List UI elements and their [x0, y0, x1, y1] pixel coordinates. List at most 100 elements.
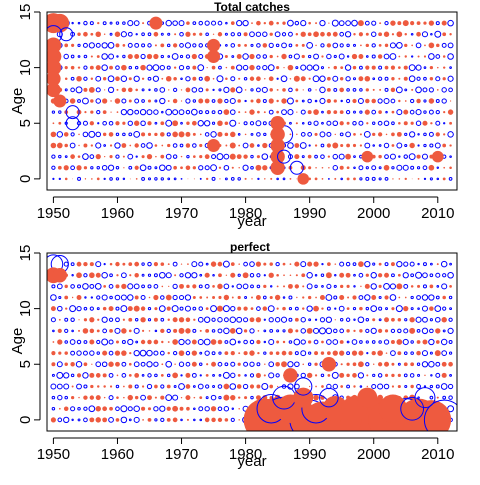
- negative-residual-bubble: [133, 327, 140, 334]
- positive-residual-bubble: [192, 32, 196, 36]
- positive-residual-bubble: [90, 144, 93, 147]
- positive-residual-bubble: [294, 261, 300, 267]
- negative-residual-bubble: [192, 328, 197, 333]
- positive-residual-bubble: [404, 100, 407, 102]
- negative-residual-bubble: [127, 294, 134, 301]
- negative-residual-bubble: [282, 177, 286, 181]
- negative-residual-bubble: [94, 283, 102, 290]
- negative-residual-bubble: [160, 384, 165, 389]
- negative-residual-bubble: [58, 154, 62, 159]
- negative-residual-bubble: [229, 97, 236, 105]
- positive-residual-bubble: [430, 122, 433, 125]
- negative-residual-bubble: [211, 176, 216, 181]
- positive-residual-bubble: [90, 32, 94, 36]
- positive-residual-bubble: [347, 296, 350, 299]
- positive-residual-bubble: [95, 406, 101, 412]
- negative-residual-bubble: [51, 154, 56, 159]
- negative-residual-bubble: [63, 261, 69, 267]
- positive-residual-bubble: [346, 166, 350, 170]
- negative-residual-bubble: [423, 177, 427, 181]
- positive-residual-bubble: [321, 307, 324, 310]
- positive-residual-bubble: [442, 77, 446, 81]
- x-axis-title: year: [237, 213, 266, 230]
- positive-residual-bubble: [320, 31, 325, 37]
- negative-residual-bubble: [435, 120, 441, 126]
- negative-residual-bubble: [153, 109, 159, 115]
- negative-residual-bubble: [359, 385, 363, 388]
- positive-residual-bubble: [122, 155, 125, 158]
- negative-residual-bubble: [289, 160, 304, 175]
- negative-residual-bubble: [180, 121, 183, 125]
- positive-residual-bubble: [64, 43, 69, 48]
- negative-residual-bubble: [59, 27, 74, 42]
- negative-residual-bubble: [307, 54, 312, 59]
- negative-residual-bubble: [230, 305, 236, 312]
- positive-residual-bubble: [147, 418, 152, 422]
- positive-residual-bubble: [302, 363, 305, 366]
- negative-residual-bubble: [390, 98, 396, 104]
- positive-residual-bubble: [243, 154, 248, 159]
- positive-residual-bubble: [268, 272, 274, 278]
- y-tick-label: 0: [17, 175, 34, 183]
- negative-residual-bubble: [339, 31, 345, 37]
- positive-residual-bubble: [249, 76, 255, 81]
- negative-residual-bubble: [147, 32, 152, 37]
- positive-residual-bubble: [327, 373, 331, 377]
- positive-residual-bubble: [50, 131, 57, 138]
- negative-residual-bubble: [243, 261, 248, 267]
- positive-residual-bubble: [287, 64, 294, 71]
- positive-residual-bubble: [142, 419, 144, 421]
- positive-residual-bubble: [384, 272, 389, 278]
- negative-residual-bubble: [391, 273, 395, 278]
- negative-residual-bubble: [422, 87, 428, 93]
- negative-residual-bubble: [235, 86, 243, 94]
- y-axis-title: Age: [9, 328, 26, 355]
- positive-residual-bubble: [58, 351, 62, 355]
- positive-residual-bubble: [109, 144, 113, 147]
- negative-residual-bubble: [402, 338, 409, 346]
- positive-residual-bubble: [435, 132, 440, 137]
- negative-residual-bubble: [402, 164, 409, 171]
- y-axis-title: Age: [9, 88, 26, 115]
- negative-residual-bubble: [333, 295, 338, 300]
- positive-residual-bubble: [289, 77, 292, 80]
- negative-residual-bubble: [332, 42, 339, 49]
- positive-residual-bubble: [109, 262, 113, 266]
- positive-residual-bubble: [287, 328, 293, 334]
- negative-residual-bubble: [396, 142, 403, 149]
- positive-residual-bubble: [315, 167, 317, 169]
- positive-residual-bubble: [154, 384, 158, 389]
- negative-residual-bubble: [95, 361, 102, 368]
- negative-residual-bubble: [141, 262, 145, 266]
- negative-residual-bubble: [199, 177, 202, 180]
- positive-residual-bubble: [238, 111, 241, 114]
- negative-residual-bubble: [203, 316, 211, 323]
- positive-residual-bubble: [334, 133, 336, 136]
- negative-residual-bubble: [121, 98, 127, 104]
- negative-residual-bubble: [417, 262, 420, 266]
- positive-residual-bubble: [185, 384, 191, 389]
- negative-residual-bubble: [108, 350, 114, 356]
- negative-residual-bubble: [268, 338, 275, 346]
- positive-residual-bubble: [71, 396, 75, 400]
- positive-residual-bubble: [89, 328, 95, 334]
- negative-residual-bubble: [294, 377, 313, 396]
- positive-residual-bubble: [300, 76, 306, 82]
- negative-residual-bubble: [147, 76, 152, 81]
- negative-residual-bubble: [353, 285, 356, 288]
- negative-residual-bubble: [409, 261, 415, 267]
- negative-residual-bubble: [198, 87, 204, 93]
- positive-residual-bubble: [410, 285, 414, 288]
- positive-residual-bubble: [217, 98, 223, 104]
- positive-residual-bubble: [301, 273, 306, 278]
- negative-residual-bubble: [383, 53, 390, 60]
- positive-residual-bubble: [411, 88, 414, 91]
- negative-residual-bubble: [319, 86, 326, 94]
- positive-residual-bubble: [339, 350, 345, 356]
- negative-residual-bubble: [447, 131, 454, 138]
- negative-residual-bubble: [447, 383, 454, 390]
- negative-residual-bubble: [300, 64, 307, 71]
- positive-residual-bubble: [244, 111, 247, 114]
- positive-residual-bubble: [449, 285, 452, 288]
- negative-residual-bubble: [441, 283, 448, 290]
